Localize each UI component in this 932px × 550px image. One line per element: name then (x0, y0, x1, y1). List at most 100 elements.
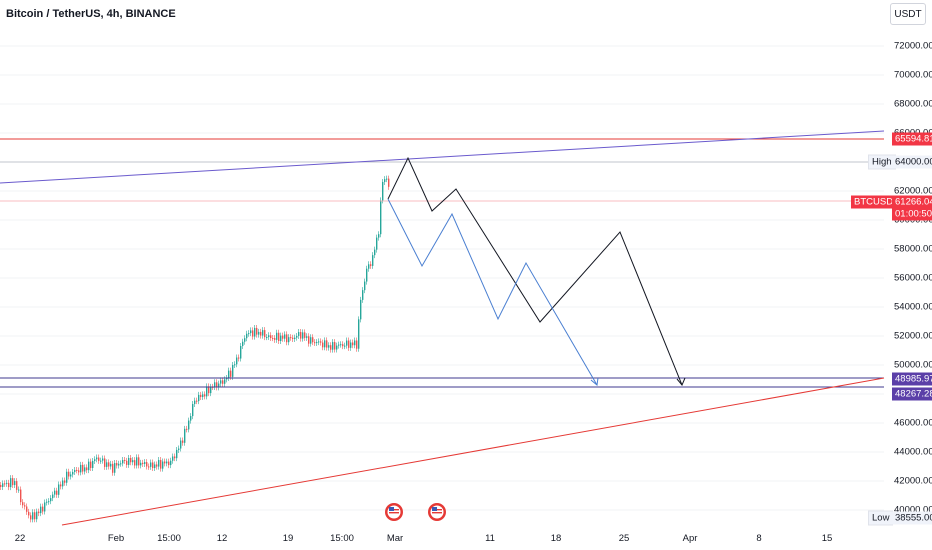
candle-body (132, 460, 134, 463)
candle-body (86, 467, 88, 471)
candle-body (274, 338, 276, 340)
lower-trendline[interactable] (61, 377, 885, 526)
symbol-title[interactable]: Bitcoin / TetherUS, 4h, BINANCE (6, 8, 176, 20)
candle-body (58, 484, 60, 495)
candle-body (312, 337, 314, 343)
time-axis-tick: 15:00 (330, 533, 354, 544)
upper-trendline[interactable] (0, 130, 885, 184)
candle-body (72, 471, 74, 475)
candle-body (28, 511, 30, 516)
candle-body (234, 364, 236, 366)
candle-body (74, 469, 76, 472)
countdown-tag: 01:00:50 (892, 207, 932, 221)
candle-body (334, 342, 336, 350)
candle-body (352, 342, 354, 346)
price-axis-tick: 68000.00 (894, 98, 932, 110)
resistance-price-tag: 65594.81 (892, 132, 932, 146)
candle-body (44, 502, 46, 512)
candle-body (374, 249, 376, 256)
candle-body (78, 470, 80, 473)
candle-body (230, 370, 232, 377)
candle-body (376, 237, 378, 250)
candle-body (64, 480, 66, 483)
candle-body (196, 400, 198, 402)
projection-path-black[interactable] (387, 156, 683, 386)
candle-body (140, 462, 142, 466)
price-axis[interactable]: 72000.0070000.0068000.0066000.0064000.00… (860, 0, 932, 550)
projection-arrow-black (676, 377, 686, 386)
candle-body (330, 345, 332, 350)
time-axis-tick: 15 (821, 533, 833, 544)
candle-body (68, 471, 70, 477)
candle-body (300, 332, 302, 339)
candle-body (162, 461, 164, 469)
us-flag-event-icon[interactable] (428, 503, 446, 521)
time-axis-tick: 22 (14, 533, 26, 544)
candle-body (56, 490, 58, 495)
candle-body (156, 464, 158, 467)
candle-body (198, 394, 200, 402)
candle-body (360, 299, 362, 320)
low-value-tag: 38555.00 (892, 511, 932, 525)
candle-body (364, 281, 366, 291)
candle-body (36, 511, 38, 520)
candle-body (4, 483, 6, 485)
projection-path-blue[interactable] (387, 198, 598, 386)
candle-body (186, 428, 188, 430)
candle-body (378, 234, 380, 238)
candle-body (384, 179, 386, 182)
candle-body (158, 460, 160, 467)
candle-body (174, 456, 176, 459)
candle-body (320, 341, 322, 343)
candle-body (366, 268, 368, 282)
candle-body (114, 463, 116, 473)
candle-body (206, 386, 208, 397)
candle-body (240, 346, 242, 359)
candle-body (372, 255, 374, 266)
price-axis-tick: 72000.00 (894, 40, 932, 52)
candle-body (242, 341, 244, 347)
candle-body (302, 332, 304, 339)
candle-body (16, 481, 18, 490)
candle-body (52, 494, 54, 499)
candle-body (350, 342, 352, 348)
candle-body (146, 462, 148, 467)
time-axis-tick: 15:00 (157, 533, 181, 544)
candle-body (314, 342, 316, 344)
candle-body (284, 334, 286, 339)
candle-body (236, 357, 238, 365)
candle-body (332, 342, 334, 350)
candle-body (316, 342, 318, 344)
candle-body (24, 505, 26, 507)
candle-body (142, 462, 144, 464)
candle-body (200, 394, 202, 398)
candle-body (176, 449, 178, 459)
symbol-label-tag: BTCUSDT (851, 195, 902, 209)
candle-body (122, 459, 124, 464)
candle-body (250, 330, 252, 334)
candle-body (218, 383, 220, 388)
candle-body (346, 340, 348, 346)
candle-body (124, 459, 126, 461)
candle-body (128, 457, 130, 465)
candle-body (248, 333, 250, 335)
candle-body (170, 460, 172, 466)
candle-body (178, 448, 180, 450)
candle-body (6, 482, 8, 484)
candle-body (54, 490, 56, 495)
currency-button[interactable]: USDT (890, 3, 926, 25)
us-flag-event-icon[interactable] (385, 503, 403, 521)
candle-body (152, 462, 154, 469)
candle-body (278, 332, 280, 341)
candle-body (280, 335, 282, 341)
candle-body (110, 463, 112, 467)
candle-body (2, 483, 4, 487)
candle-body (108, 462, 110, 467)
candle-body (116, 463, 118, 466)
candle-body (80, 464, 82, 473)
candle-body (32, 512, 34, 520)
candle-body (310, 337, 312, 344)
candle-body (222, 380, 224, 384)
candle-body (336, 345, 338, 350)
